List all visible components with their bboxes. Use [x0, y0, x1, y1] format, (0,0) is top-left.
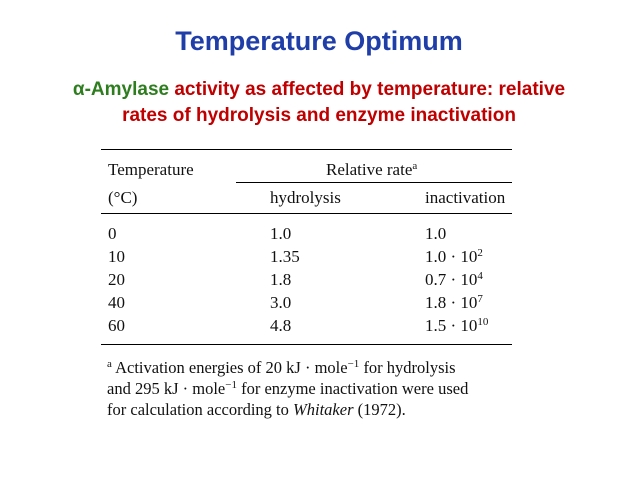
footnote-text: (1972).	[353, 400, 406, 419]
footnote-line-3: for calculation according to Whitaker (1…	[107, 399, 527, 420]
inactivation-base: 0.7 · 10	[425, 270, 478, 289]
inactivation-exponent: 7	[477, 293, 483, 305]
header-sub-rule	[236, 182, 512, 183]
cell-hydrolysis: 1.0	[270, 224, 292, 243]
table-footnote: a Activation energies of 20 kJ · mole−1 …	[107, 357, 527, 420]
cell-inactivation: 1.0	[425, 224, 446, 244]
inactivation-exponent: 10	[477, 316, 489, 328]
footnote-text: Activation energies of 20 kJ · mole	[111, 358, 348, 377]
footnote-text: for calculation according to	[107, 400, 294, 419]
cell-hydrolysis: 1.35	[270, 247, 300, 266]
footnote-text: and 295 kJ · mole	[107, 379, 226, 398]
footnote-exponent: −1	[225, 379, 237, 391]
citation-author: Whitaker	[293, 400, 354, 419]
inactivation-base: 1.5 · 10	[425, 316, 478, 335]
cell-temp: 20	[108, 270, 125, 289]
slide-subtitle: α-Amylase activity as affected by temper…	[0, 77, 638, 129]
inactivation-exponent: 4	[477, 270, 483, 282]
cell-hydrolysis: 1.8	[270, 270, 292, 289]
subtitle-line-1-text: activity as affected by temperature: rel…	[169, 79, 566, 100]
footnote-marker: a	[412, 160, 418, 172]
enzyme-name: α-Amylase	[72, 79, 170, 100]
inactivation-base: 1.8 · 10	[425, 293, 478, 312]
footnote-text: for enzyme inactivation were used	[236, 379, 469, 398]
inactivation-base: 1.0	[425, 224, 447, 243]
inactivation-base: 1.0 · 10	[425, 247, 478, 266]
cell-temp: 60	[108, 316, 125, 335]
subtitle-line-1: α-Amylase activity as affected by temper…	[0, 77, 638, 103]
slide-title: Temperature Optimum	[175, 26, 463, 56]
cell-inactivation: 0.7 · 104	[425, 270, 483, 290]
table-top-rule	[101, 149, 512, 150]
cell-hydrolysis: 3.0	[270, 293, 292, 312]
cell-inactivation: 1.8 · 107	[425, 293, 483, 313]
header-relative-rate: Relative ratea	[326, 160, 417, 180]
header-inactivation: inactivation	[425, 188, 506, 207]
footnote-exponent: −1	[347, 358, 360, 370]
table-bottom-rule	[101, 344, 512, 345]
cell-temp: 10	[108, 247, 125, 266]
subtitle-line-2: rates of hydrolysis and enzyme inactivat…	[122, 105, 516, 126]
cell-inactivation: 1.5 · 1010	[425, 316, 488, 336]
header-relative-rate-label: Relative rate	[326, 160, 413, 179]
footnote-line-1: a Activation energies of 20 kJ · mole−1 …	[107, 357, 527, 378]
footnote-line-2: and 295 kJ · mole−1 for enzyme inactivat…	[107, 378, 527, 399]
header-hydrolysis: hydrolysis	[270, 188, 341, 207]
header-bottom-rule	[101, 213, 512, 214]
header-unit: (°C)	[108, 188, 138, 207]
inactivation-exponent: 2	[477, 247, 483, 259]
cell-temp: 0	[108, 224, 117, 243]
footnote-mark: a	[107, 358, 112, 370]
footnote-text: for hydrolysis	[359, 358, 456, 377]
cell-inactivation: 1.0 · 102	[425, 247, 483, 267]
cell-hydrolysis: 4.8	[270, 316, 292, 335]
cell-temp: 40	[108, 293, 125, 312]
header-temperature: Temperature	[108, 160, 194, 179]
